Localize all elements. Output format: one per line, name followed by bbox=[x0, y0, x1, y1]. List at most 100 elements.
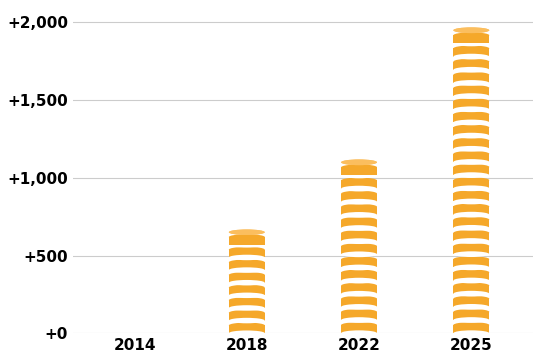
Ellipse shape bbox=[341, 291, 377, 297]
Ellipse shape bbox=[341, 191, 377, 197]
Ellipse shape bbox=[341, 265, 377, 270]
Ellipse shape bbox=[454, 107, 489, 112]
Ellipse shape bbox=[341, 283, 377, 288]
Ellipse shape bbox=[454, 112, 489, 117]
Bar bbox=[454, 312, 489, 320]
Bar bbox=[229, 325, 265, 333]
Bar bbox=[454, 62, 489, 70]
Ellipse shape bbox=[229, 310, 265, 315]
Bar bbox=[341, 180, 377, 189]
Ellipse shape bbox=[454, 330, 489, 336]
Bar bbox=[454, 193, 489, 202]
Bar bbox=[229, 275, 265, 283]
Ellipse shape bbox=[454, 172, 489, 178]
Bar bbox=[454, 167, 489, 175]
Ellipse shape bbox=[341, 159, 377, 165]
Ellipse shape bbox=[454, 212, 489, 217]
Ellipse shape bbox=[229, 255, 265, 260]
Bar bbox=[229, 288, 265, 295]
Ellipse shape bbox=[341, 172, 377, 178]
Ellipse shape bbox=[229, 267, 265, 273]
Bar bbox=[454, 154, 489, 162]
Bar bbox=[341, 325, 377, 333]
Ellipse shape bbox=[341, 199, 377, 204]
Ellipse shape bbox=[229, 229, 265, 235]
Ellipse shape bbox=[229, 330, 265, 336]
Ellipse shape bbox=[454, 190, 489, 196]
Ellipse shape bbox=[341, 304, 377, 310]
Bar bbox=[341, 207, 377, 215]
Bar bbox=[454, 49, 489, 57]
Ellipse shape bbox=[229, 297, 265, 303]
Ellipse shape bbox=[341, 212, 377, 218]
Ellipse shape bbox=[454, 85, 489, 91]
Ellipse shape bbox=[454, 322, 489, 328]
Ellipse shape bbox=[341, 243, 377, 249]
Ellipse shape bbox=[229, 234, 265, 240]
Ellipse shape bbox=[454, 125, 489, 130]
Bar bbox=[341, 299, 377, 307]
Ellipse shape bbox=[341, 270, 377, 275]
Ellipse shape bbox=[229, 280, 265, 285]
Bar bbox=[454, 299, 489, 307]
Bar bbox=[454, 246, 489, 254]
Ellipse shape bbox=[454, 54, 489, 59]
Ellipse shape bbox=[454, 296, 489, 302]
Ellipse shape bbox=[341, 238, 377, 244]
Ellipse shape bbox=[341, 217, 377, 223]
Ellipse shape bbox=[454, 27, 489, 33]
Ellipse shape bbox=[454, 120, 489, 125]
Ellipse shape bbox=[341, 230, 377, 236]
Ellipse shape bbox=[229, 272, 265, 278]
Bar bbox=[341, 233, 377, 241]
Ellipse shape bbox=[454, 151, 489, 157]
Ellipse shape bbox=[454, 185, 489, 191]
Ellipse shape bbox=[454, 304, 489, 310]
Ellipse shape bbox=[454, 225, 489, 231]
Ellipse shape bbox=[454, 243, 489, 249]
Ellipse shape bbox=[454, 278, 489, 283]
Bar bbox=[229, 300, 265, 308]
Ellipse shape bbox=[229, 229, 265, 235]
Ellipse shape bbox=[341, 204, 377, 210]
Bar bbox=[454, 88, 489, 96]
Bar bbox=[454, 127, 489, 136]
Ellipse shape bbox=[229, 323, 265, 328]
Bar bbox=[454, 233, 489, 241]
Ellipse shape bbox=[454, 133, 489, 139]
Ellipse shape bbox=[454, 204, 489, 210]
Ellipse shape bbox=[454, 46, 489, 51]
Bar bbox=[229, 313, 265, 320]
Ellipse shape bbox=[341, 252, 377, 257]
Ellipse shape bbox=[454, 93, 489, 99]
Bar bbox=[454, 207, 489, 215]
Ellipse shape bbox=[454, 265, 489, 270]
Ellipse shape bbox=[341, 165, 377, 170]
Ellipse shape bbox=[454, 41, 489, 46]
Ellipse shape bbox=[454, 251, 489, 257]
Bar bbox=[454, 101, 489, 109]
Ellipse shape bbox=[229, 318, 265, 323]
Ellipse shape bbox=[229, 293, 265, 298]
Ellipse shape bbox=[341, 177, 377, 183]
Ellipse shape bbox=[454, 230, 489, 236]
Ellipse shape bbox=[454, 283, 489, 288]
Bar bbox=[341, 167, 377, 175]
Bar bbox=[454, 75, 489, 83]
Ellipse shape bbox=[341, 322, 377, 328]
Bar bbox=[454, 220, 489, 228]
Ellipse shape bbox=[454, 146, 489, 152]
Ellipse shape bbox=[454, 72, 489, 78]
Ellipse shape bbox=[341, 159, 377, 165]
Bar bbox=[229, 262, 265, 270]
Ellipse shape bbox=[341, 296, 377, 302]
Ellipse shape bbox=[454, 27, 489, 33]
Ellipse shape bbox=[454, 177, 489, 183]
Bar bbox=[454, 180, 489, 188]
Ellipse shape bbox=[341, 309, 377, 315]
Ellipse shape bbox=[229, 247, 265, 252]
Bar bbox=[454, 141, 489, 149]
Ellipse shape bbox=[341, 225, 377, 231]
Bar bbox=[341, 167, 377, 175]
Ellipse shape bbox=[341, 278, 377, 283]
